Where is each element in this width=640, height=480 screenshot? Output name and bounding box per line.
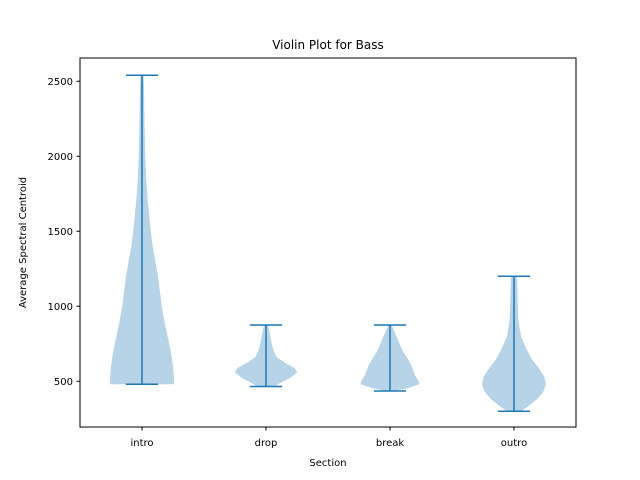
chart-title: Violin Plot for Bass — [272, 38, 384, 52]
y-tick-label: 500 — [54, 377, 73, 388]
x-axis-label: Section — [309, 458, 346, 469]
x-tick-label: outro — [501, 438, 527, 449]
x-tick-label: drop — [255, 438, 278, 449]
y-tick-label: 1500 — [48, 227, 73, 238]
x-axis: intro drop break outro — [130, 427, 527, 449]
plot-frame — [79, 57, 577, 428]
violin-group — [110, 74, 546, 412]
y-axis: 500 1000 1500 2000 2500 — [48, 77, 80, 388]
y-tick-label: 2000 — [48, 152, 73, 163]
y-tick-label: 1000 — [48, 302, 73, 313]
x-tick-label: break — [376, 438, 405, 449]
y-axis-label: Average Spectral Centroid — [18, 177, 29, 308]
x-tick-label: intro — [130, 438, 153, 449]
y-tick-label: 2500 — [48, 77, 73, 88]
